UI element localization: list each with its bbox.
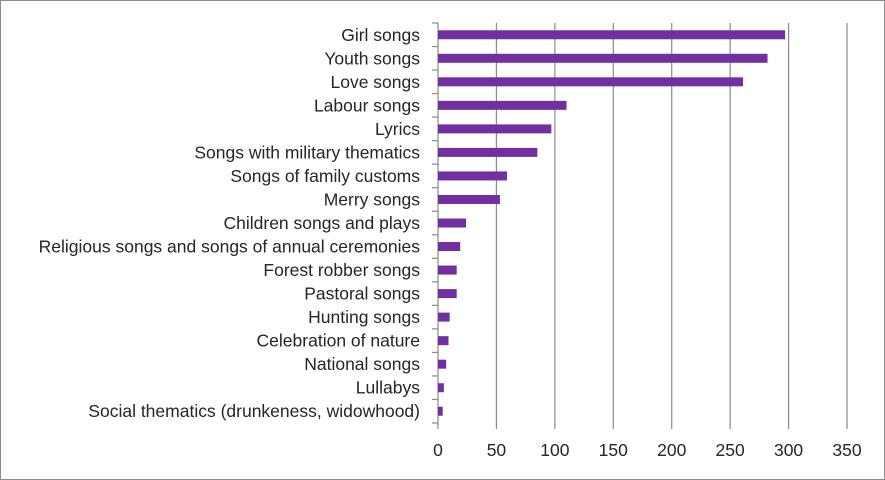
bar bbox=[438, 30, 786, 40]
category-label: Labour songs bbox=[314, 95, 420, 115]
x-tick-label: 200 bbox=[657, 440, 686, 460]
category-label: Pastoral songs bbox=[304, 284, 420, 304]
x-tick-label: 150 bbox=[599, 440, 628, 460]
bar bbox=[438, 359, 447, 369]
bar bbox=[438, 171, 507, 181]
category-label: Hunting songs bbox=[308, 307, 420, 327]
category-label: Songs of family customs bbox=[230, 166, 420, 186]
category-label: Lyrics bbox=[375, 119, 420, 139]
category-label: Love songs bbox=[330, 72, 420, 92]
category-labels: Girl songs Youth songs Love songs Labour so… bbox=[39, 25, 421, 421]
x-tick-labels: 0 50 100 150 200 250 300 350 bbox=[433, 440, 862, 460]
bar bbox=[438, 289, 457, 299]
x-tick-label: 100 bbox=[540, 440, 569, 460]
bar bbox=[438, 77, 743, 87]
x-tick-label: 250 bbox=[716, 440, 745, 460]
category-label: Girl songs bbox=[341, 25, 420, 45]
x-tick-label: 300 bbox=[774, 440, 803, 460]
bars bbox=[438, 30, 786, 416]
category-label: Youth songs bbox=[324, 48, 420, 68]
x-tick-label: 350 bbox=[832, 440, 861, 460]
gridlines bbox=[432, 22, 848, 429]
bar bbox=[438, 53, 768, 63]
bar bbox=[438, 265, 457, 275]
bar bbox=[438, 100, 567, 110]
category-label: National songs bbox=[304, 354, 420, 374]
category-label: Religious songs and songs of annual cere… bbox=[39, 237, 421, 257]
bar bbox=[438, 194, 500, 204]
category-label: Social thematics (drunkeness, widowhood) bbox=[88, 401, 420, 421]
x-tick-label: 50 bbox=[487, 440, 507, 460]
x-tick-label: 0 bbox=[433, 440, 443, 460]
bar bbox=[438, 312, 450, 322]
category-label: Songs with military thematics bbox=[194, 142, 420, 162]
bar bbox=[438, 124, 552, 134]
bar bbox=[438, 218, 467, 228]
bar bbox=[438, 336, 449, 346]
category-label: Merry songs bbox=[324, 189, 421, 209]
bar bbox=[438, 147, 538, 157]
category-label: Forest robber songs bbox=[263, 260, 420, 280]
category-label: Lullabys bbox=[356, 378, 420, 398]
category-label: Celebration of nature bbox=[257, 331, 420, 351]
bar bbox=[438, 383, 444, 393]
category-label: Children songs and plays bbox=[223, 213, 420, 233]
bar bbox=[438, 406, 443, 416]
bar bbox=[438, 242, 461, 252]
